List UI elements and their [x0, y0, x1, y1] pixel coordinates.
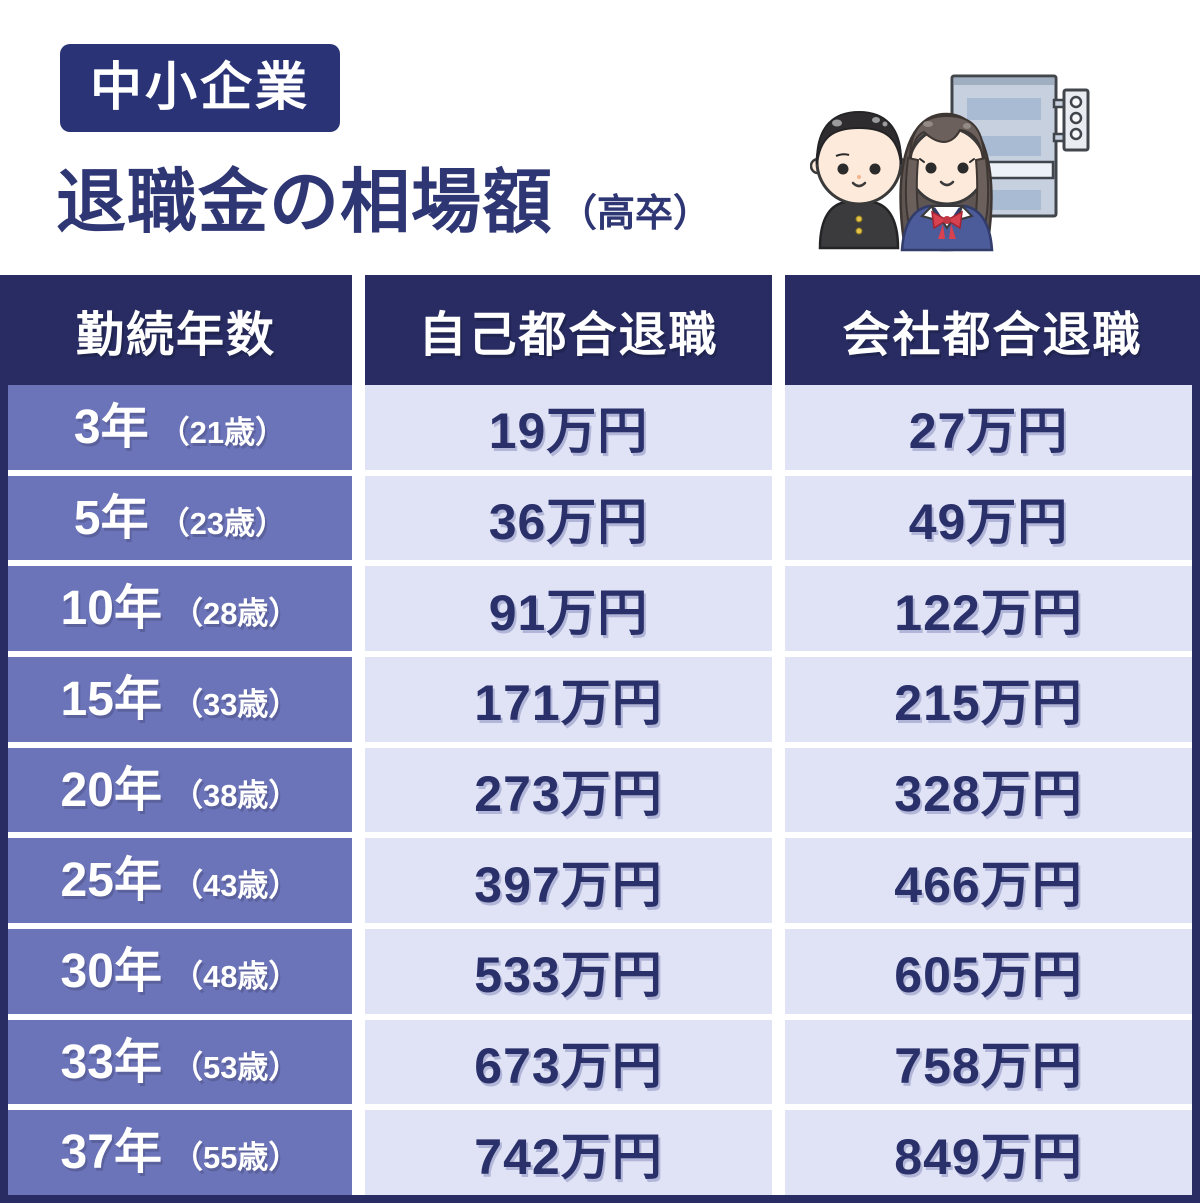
- years-cell: 30年 （48歳）: [8, 929, 352, 1014]
- self-resignation-value: 742万円: [365, 1110, 772, 1196]
- years-label: 15年: [60, 673, 162, 727]
- table-row: 15年 （33歳） 171万円 215万円: [8, 657, 1192, 742]
- age-label: （53歳）: [171, 1049, 300, 1085]
- years-cell: 3年 （21歳）: [8, 385, 352, 470]
- column-gap: [772, 1110, 785, 1195]
- column-gap: [352, 929, 365, 1014]
- company-resignation-value: 122万円: [785, 566, 1192, 652]
- company-resignation-value: 49万円: [785, 475, 1192, 561]
- table-row: 20年 （38歳） 273万円 328万円: [8, 747, 1192, 833]
- years-label: 3年: [73, 401, 149, 454]
- retirement-allowance-table: 勤続年数 自己都合退職 会社都合退職 3年 （21歳） 19万円 27万円 5年: [0, 275, 1200, 1203]
- company-resignation-value: 328万円: [785, 747, 1192, 833]
- boy-student-icon: [809, 110, 909, 250]
- self-resignation-value: 273万円: [365, 747, 772, 833]
- table-row: 33年 （53歳） 673万円 758万円: [8, 1019, 1192, 1105]
- table-row: 10年 （28歳） 91万円 122万円: [8, 566, 1192, 652]
- age-label: （33歳）: [171, 687, 300, 723]
- years-cell: 25年 （43歳）: [8, 838, 352, 924]
- self-resignation-value: 91万円: [365, 566, 772, 652]
- column-gap: [352, 275, 365, 385]
- column-gap: [772, 1020, 785, 1105]
- students-certificate-illustration: [809, 62, 1100, 252]
- age-label: （23歳）: [158, 505, 287, 541]
- page-title: 退職金の相場額 （高卒）: [56, 146, 711, 247]
- category-badge: 中小企業: [60, 44, 341, 133]
- column-gap: [352, 566, 365, 651]
- company-resignation-value: 215万円: [785, 657, 1192, 742]
- self-resignation-value: 533万円: [365, 929, 772, 1014]
- table-row: 5年 （23歳） 36万円 49万円: [8, 475, 1192, 561]
- age-label: （43歳）: [171, 868, 300, 904]
- self-resignation-value: 171万円: [365, 657, 772, 742]
- column-gap: [772, 385, 785, 470]
- years-cell: 10年 （28歳）: [8, 566, 352, 652]
- badge-label: 中小企業: [90, 59, 311, 117]
- years-label: 10年: [60, 582, 162, 636]
- self-resignation-value: 673万円: [365, 1019, 772, 1105]
- company-resignation-value: 758万円: [785, 1019, 1192, 1105]
- table-row: 37年 （55歳） 742万円 849万円: [8, 1110, 1192, 1196]
- years-cell: 37年 （55歳）: [8, 1110, 352, 1196]
- column-gap: [352, 1110, 365, 1195]
- years-label: 33年: [60, 1035, 162, 1089]
- years-label: 5年: [73, 491, 149, 545]
- table-header-row: 勤続年数 自己都合退職 会社都合退職: [0, 275, 1200, 385]
- title-note: （高卒）: [559, 193, 712, 235]
- company-resignation-value: 27万円: [785, 385, 1192, 470]
- column-gap: [352, 385, 365, 470]
- column-gap: [772, 566, 785, 651]
- column-header-company-resignation: 会社都合退職: [785, 275, 1200, 385]
- column-gap: [352, 838, 365, 923]
- table-body: 3年 （21歳） 19万円 27万円 5年 （23歳） 36万円 49万円: [0, 385, 1200, 1203]
- age-label: （28歳）: [171, 596, 300, 632]
- age-label: （48歳）: [171, 959, 300, 995]
- column-header-self-resignation: 自己都合退職: [365, 275, 772, 385]
- illustration-svg: [809, 74, 1090, 252]
- column-gap: [352, 1020, 365, 1105]
- column-header-service-years: 勤続年数: [0, 275, 352, 385]
- column-gap: [352, 657, 365, 742]
- age-label: （38歳）: [171, 777, 300, 813]
- column-gap: [772, 838, 785, 923]
- years-label: 37年: [60, 1126, 162, 1180]
- column-gap: [772, 657, 785, 742]
- table-row: 3年 （21歳） 19万円 27万円: [8, 385, 1192, 470]
- column-gap: [772, 929, 785, 1014]
- age-label: （55歳）: [171, 1140, 300, 1176]
- years-cell: 5年 （23歳）: [8, 475, 352, 561]
- company-resignation-value: 849万円: [785, 1110, 1192, 1196]
- column-gap: [772, 476, 785, 561]
- years-cell: 20年 （38歳）: [8, 747, 352, 833]
- column-gap: [772, 275, 785, 385]
- company-resignation-value: 605万円: [785, 929, 1192, 1014]
- title-text: 退職金の相場額: [56, 163, 553, 241]
- years-cell: 15年 （33歳）: [8, 657, 352, 742]
- column-gap: [772, 748, 785, 833]
- years-label: 25年: [60, 854, 162, 908]
- years-label: 20年: [60, 763, 162, 817]
- self-resignation-value: 19万円: [365, 385, 772, 470]
- years-label: 30年: [60, 945, 162, 999]
- self-resignation-value: 397万円: [365, 838, 772, 924]
- age-label: （21歳）: [158, 415, 287, 450]
- table-row: 30年 （48歳） 533万円 605万円: [8, 929, 1192, 1014]
- years-cell: 33年 （53歳）: [8, 1019, 352, 1105]
- table-row: 25年 （43歳） 397万円 466万円: [8, 838, 1192, 924]
- girl-student-icon: [899, 112, 994, 252]
- self-resignation-value: 36万円: [365, 475, 772, 561]
- column-gap: [352, 748, 365, 833]
- column-gap: [352, 476, 365, 561]
- company-resignation-value: 466万円: [785, 838, 1192, 924]
